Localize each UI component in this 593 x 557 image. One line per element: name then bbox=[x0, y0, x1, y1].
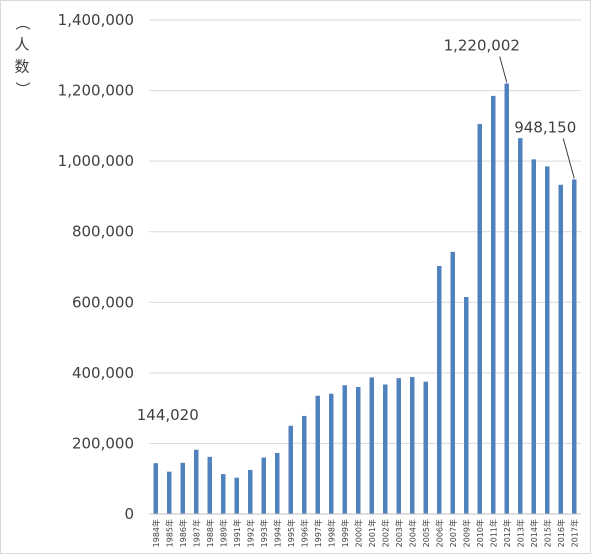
bar bbox=[437, 265, 442, 514]
bar bbox=[450, 251, 455, 514]
x-tick-label: 2007年 bbox=[448, 519, 458, 547]
y-axis-label-char: （ bbox=[14, 15, 32, 30]
y-tick-label: 1,400,000 bbox=[58, 11, 134, 29]
y-tick-label: 400,000 bbox=[72, 364, 134, 382]
x-tick-label: 1993年 bbox=[259, 519, 269, 547]
bar bbox=[572, 179, 577, 514]
x-tick-label: 1989年 bbox=[218, 519, 228, 547]
x-tick-label: 2000年 bbox=[353, 519, 363, 547]
x-tick-label: 1995年 bbox=[286, 519, 296, 547]
bar bbox=[356, 386, 361, 514]
bar bbox=[545, 166, 550, 514]
x-tick-label: 2016年 bbox=[556, 519, 566, 547]
y-tick-labels: 0 200,000 400,000 600,000 800,000 1,000,000 1,… bbox=[58, 11, 134, 523]
y-axis-label: （ 人数 ） bbox=[14, 15, 32, 96]
x-tick-label: 2014年 bbox=[529, 519, 539, 547]
y-tick-label: 200,000 bbox=[72, 434, 134, 452]
x-tick-label: 1999年 bbox=[340, 519, 350, 547]
x-tick-label: 2015年 bbox=[542, 519, 552, 547]
x-tick-label: 2013年 bbox=[515, 519, 525, 547]
y-tick-label: 600,000 bbox=[72, 293, 134, 311]
y-tick-label: 1,200,000 bbox=[58, 82, 134, 100]
bar bbox=[396, 378, 401, 514]
x-tick-label: 2003年 bbox=[394, 519, 404, 547]
y-axis-label-char: ） bbox=[14, 81, 32, 96]
x-tick-labels: 1984年 1985年 1986年 1987年 1988年 1989年 1991年 1992年… bbox=[151, 519, 580, 547]
bar bbox=[234, 477, 239, 514]
bar bbox=[248, 469, 253, 514]
x-tick-label: 1998年 bbox=[326, 519, 336, 547]
y-axis-label-char: 数 bbox=[14, 58, 29, 76]
bar bbox=[194, 449, 199, 514]
data-label-leader bbox=[562, 138, 575, 179]
x-tick-label: 2004年 bbox=[407, 519, 417, 547]
x-tick-label: 2002年 bbox=[380, 519, 390, 547]
bar bbox=[410, 377, 415, 514]
x-tick-label: 1986年 bbox=[178, 519, 188, 547]
bar bbox=[531, 159, 536, 514]
bar bbox=[518, 138, 523, 514]
bar bbox=[423, 381, 428, 514]
x-tick-label: 2010年 bbox=[475, 519, 485, 547]
x-tick-label: 2006年 bbox=[434, 519, 444, 547]
y-tick-label: 0 bbox=[124, 505, 134, 523]
data-label: 948,150 bbox=[514, 118, 576, 136]
bar bbox=[167, 471, 172, 514]
bar bbox=[477, 124, 482, 514]
x-tick-label: 1997年 bbox=[313, 519, 323, 547]
bar bbox=[491, 95, 496, 514]
bar bbox=[302, 415, 307, 514]
x-tick-label: 1987年 bbox=[191, 519, 201, 547]
bars bbox=[153, 83, 577, 514]
bar bbox=[180, 462, 185, 514]
bar bbox=[153, 463, 158, 514]
bar bbox=[275, 452, 280, 514]
data-label: 144,020 bbox=[137, 406, 199, 424]
x-tick-label: 2017年 bbox=[569, 519, 579, 547]
gridlines bbox=[149, 19, 581, 444]
x-tick-label: 1984年 bbox=[151, 519, 161, 547]
x-tick-label: 1988年 bbox=[205, 519, 215, 547]
bar bbox=[558, 184, 563, 514]
x-tick-label: 1985年 bbox=[164, 519, 174, 547]
bar bbox=[221, 474, 226, 514]
data-label-leader bbox=[499, 56, 508, 83]
x-tick-label: 1996年 bbox=[299, 519, 309, 547]
x-tick-label: 2005年 bbox=[421, 519, 431, 547]
y-axis-label-char: 人 bbox=[14, 36, 29, 54]
x-tick-label: 1994年 bbox=[272, 519, 282, 547]
x-tick-label: 1991年 bbox=[232, 519, 242, 547]
bar bbox=[207, 456, 212, 514]
data-label: 1,220,002 bbox=[444, 37, 520, 55]
x-tick-label: 1992年 bbox=[245, 519, 255, 547]
bar bbox=[315, 395, 320, 514]
bar bbox=[342, 385, 347, 514]
bar bbox=[504, 83, 509, 514]
y-tick-label: 1,000,000 bbox=[58, 152, 134, 170]
y-tick-label: 800,000 bbox=[72, 223, 134, 241]
bar bbox=[383, 384, 388, 514]
x-tick-label: 2012年 bbox=[502, 519, 512, 547]
bar bbox=[464, 296, 469, 514]
bar bbox=[369, 377, 374, 514]
data-labels: 144,020 1,220,002 948,150 bbox=[137, 37, 577, 425]
bar bbox=[261, 457, 266, 514]
bar bbox=[288, 425, 293, 514]
x-tick-label: 2011年 bbox=[488, 519, 498, 547]
x-tick-label: 2001年 bbox=[367, 519, 377, 547]
bar bbox=[329, 393, 334, 514]
x-tick-label: 2009年 bbox=[461, 519, 471, 547]
